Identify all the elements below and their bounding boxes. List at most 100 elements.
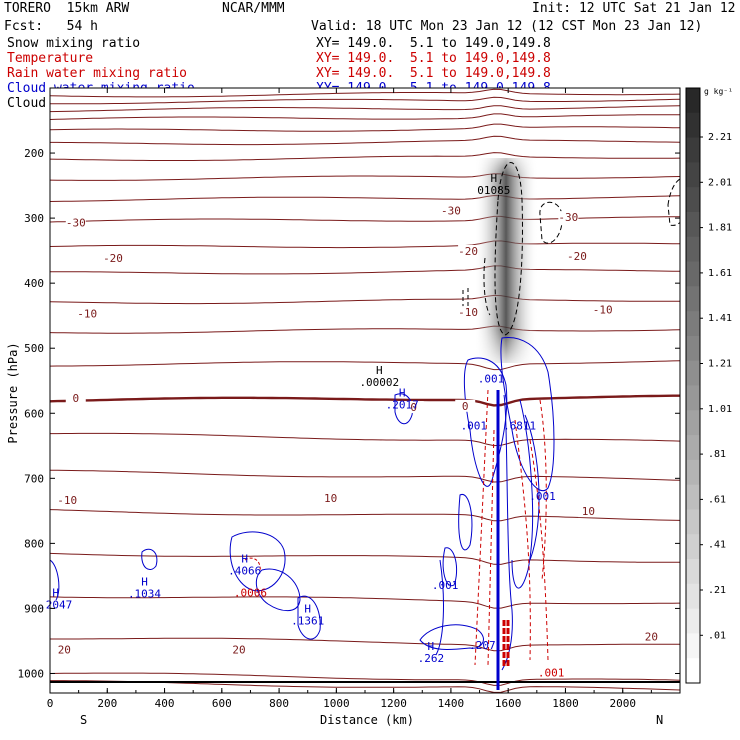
colorbar-segment [686, 88, 700, 114]
x-tick-label: 0 [47, 697, 54, 710]
isotherm-label-bg [440, 204, 461, 217]
extremum-marker: H [491, 172, 498, 185]
isotherm-label: -10 [458, 306, 478, 319]
extremum-value: .1361 [291, 615, 324, 628]
isotherm-label-bg [229, 643, 249, 656]
cloud-water-contour [255, 568, 301, 612]
cloud-ice-contour [539, 201, 563, 244]
colorbar-tick-label: 1.81 [708, 223, 732, 234]
isotherm-label-bg [57, 494, 78, 507]
extremum-value: .6811 [503, 420, 536, 433]
valid-time: Valid: 18 UTC Mon 23 Jan 12 (12 CST Mon … [311, 19, 703, 34]
isotherm-label-bg [320, 492, 341, 505]
isotherm-line [50, 360, 680, 371]
y-tick-label: 400 [24, 277, 44, 290]
extremum-value: .001 [432, 579, 459, 592]
cloud-water-contour [511, 399, 534, 589]
y-tick-label: 200 [24, 147, 44, 160]
isotherm-label-bg [65, 216, 86, 229]
isotherm-line [50, 552, 680, 565]
colorbar-tick-label: .41 [708, 540, 726, 551]
isotherm-line [50, 637, 680, 652]
model-title: TORERO 15km ARW [4, 1, 130, 16]
isotherm-label: 10 [582, 505, 595, 518]
isotherm-label: -10 [77, 307, 97, 320]
plot-background [50, 88, 680, 693]
colorbar-tick-label: 1.41 [708, 313, 732, 324]
isotherm-line [50, 265, 680, 275]
y-axis-label: Pressure (hPa) [6, 342, 20, 444]
cloud-ice-contour [494, 162, 523, 336]
rain-contour [539, 399, 547, 581]
isotherm-line [50, 469, 680, 483]
isotherm-label: 20 [645, 631, 658, 644]
isotherm-contours [50, 88, 680, 693]
rain-contour [514, 419, 531, 661]
colorbar-segment [686, 385, 700, 411]
colorbar-segment [686, 410, 700, 436]
colorbar-segment [686, 311, 700, 337]
x-tick-label: 2000 [609, 697, 636, 710]
colorbar-tick-label: 1.01 [708, 404, 732, 415]
isotherm-line [50, 105, 680, 113]
colorbar-tick-label: .21 [708, 585, 726, 596]
extremum-value: .2017 [386, 399, 419, 412]
cloud-water-contour [435, 559, 444, 656]
extremum-marker: H [428, 640, 435, 653]
isotherm-label: -20 [567, 250, 587, 263]
cloud-water-contour [394, 393, 414, 425]
y-tick-label: 1000 [18, 667, 45, 680]
cloud-ice-contour [462, 288, 469, 312]
contour-labels: -30 -30 -30 -20 -20 -20 -10 -10 -10 0 0 0 -10 10 10 20 2… [39, 172, 662, 680]
isotherm-label-bg [566, 250, 587, 263]
cloud-ice-contour [667, 178, 680, 226]
colorbar-tick-label: 1.21 [708, 359, 732, 370]
isotherm-label: 0 [462, 400, 469, 413]
colorbar-segment [686, 484, 700, 510]
extremum-value: .1034 [128, 587, 161, 600]
isotherm-label: -30 [66, 216, 86, 229]
init-time: Init: 12 UTC Sat 21 Jan 12 [532, 1, 736, 16]
isotherm-line [50, 596, 680, 609]
colorbar-segment [686, 459, 700, 486]
colorbar: g kg⁻¹ 2.21 2.01 1.81 1.61 1.41 1.21 1.01 .81 .61… [685, 87, 733, 684]
extremum-value: .262 [418, 652, 445, 665]
isotherm-label: -20 [103, 252, 123, 265]
axes: 0 200 400 600 800 1000 1200 1400 1600 1800 2000200… [18, 87, 681, 710]
isotherm-label-bg [455, 399, 476, 412]
colorbar-unit: g kg⁻¹ [704, 87, 733, 96]
colorbar-tick-label: 2.21 [708, 132, 732, 143]
isotherm-label: 20 [58, 644, 71, 657]
colorbar-segment [686, 559, 700, 585]
extremum-marker: H [241, 553, 248, 566]
rain-core [502, 620, 510, 668]
isotherm-label: 0 [72, 392, 79, 405]
x-axis-label: Distance (km) [320, 713, 414, 727]
y-tick-label: 300 [24, 212, 44, 225]
rain-contour [529, 439, 549, 661]
isotherm-label-bg [103, 252, 123, 265]
x-tick-label: 1000 [323, 697, 350, 710]
extremum-marker: H [52, 586, 59, 599]
extremum-value: .2047 [39, 598, 72, 611]
isotherm-label-bg [54, 643, 75, 656]
x-tick-label: 800 [269, 697, 289, 710]
isotherm-line [50, 240, 680, 249]
isotherm-label: 0 [410, 401, 417, 414]
isotherm-label: -30 [558, 211, 578, 224]
isotherm-line [50, 325, 680, 334]
isotherm-label-bg [458, 244, 479, 257]
colorbar-tick-label: .01 [708, 630, 726, 641]
colorbar-segment [686, 162, 700, 188]
field-xy-range: XY= 149.0. 5.1 to 149.0,149.8 [316, 66, 551, 81]
x-tick-label: 400 [155, 697, 175, 710]
colorbar-segment [686, 187, 700, 213]
colorbar-segment [686, 236, 700, 263]
isotherm-line [50, 135, 680, 146]
cloud-water-contour [458, 494, 473, 551]
cloud-water-contour [229, 531, 286, 592]
field-name: Snow mixing ratio [7, 36, 141, 51]
x-tick-label: 200 [97, 697, 117, 710]
isotherm-line [50, 96, 680, 105]
isotherm-label: -20 [458, 245, 478, 258]
